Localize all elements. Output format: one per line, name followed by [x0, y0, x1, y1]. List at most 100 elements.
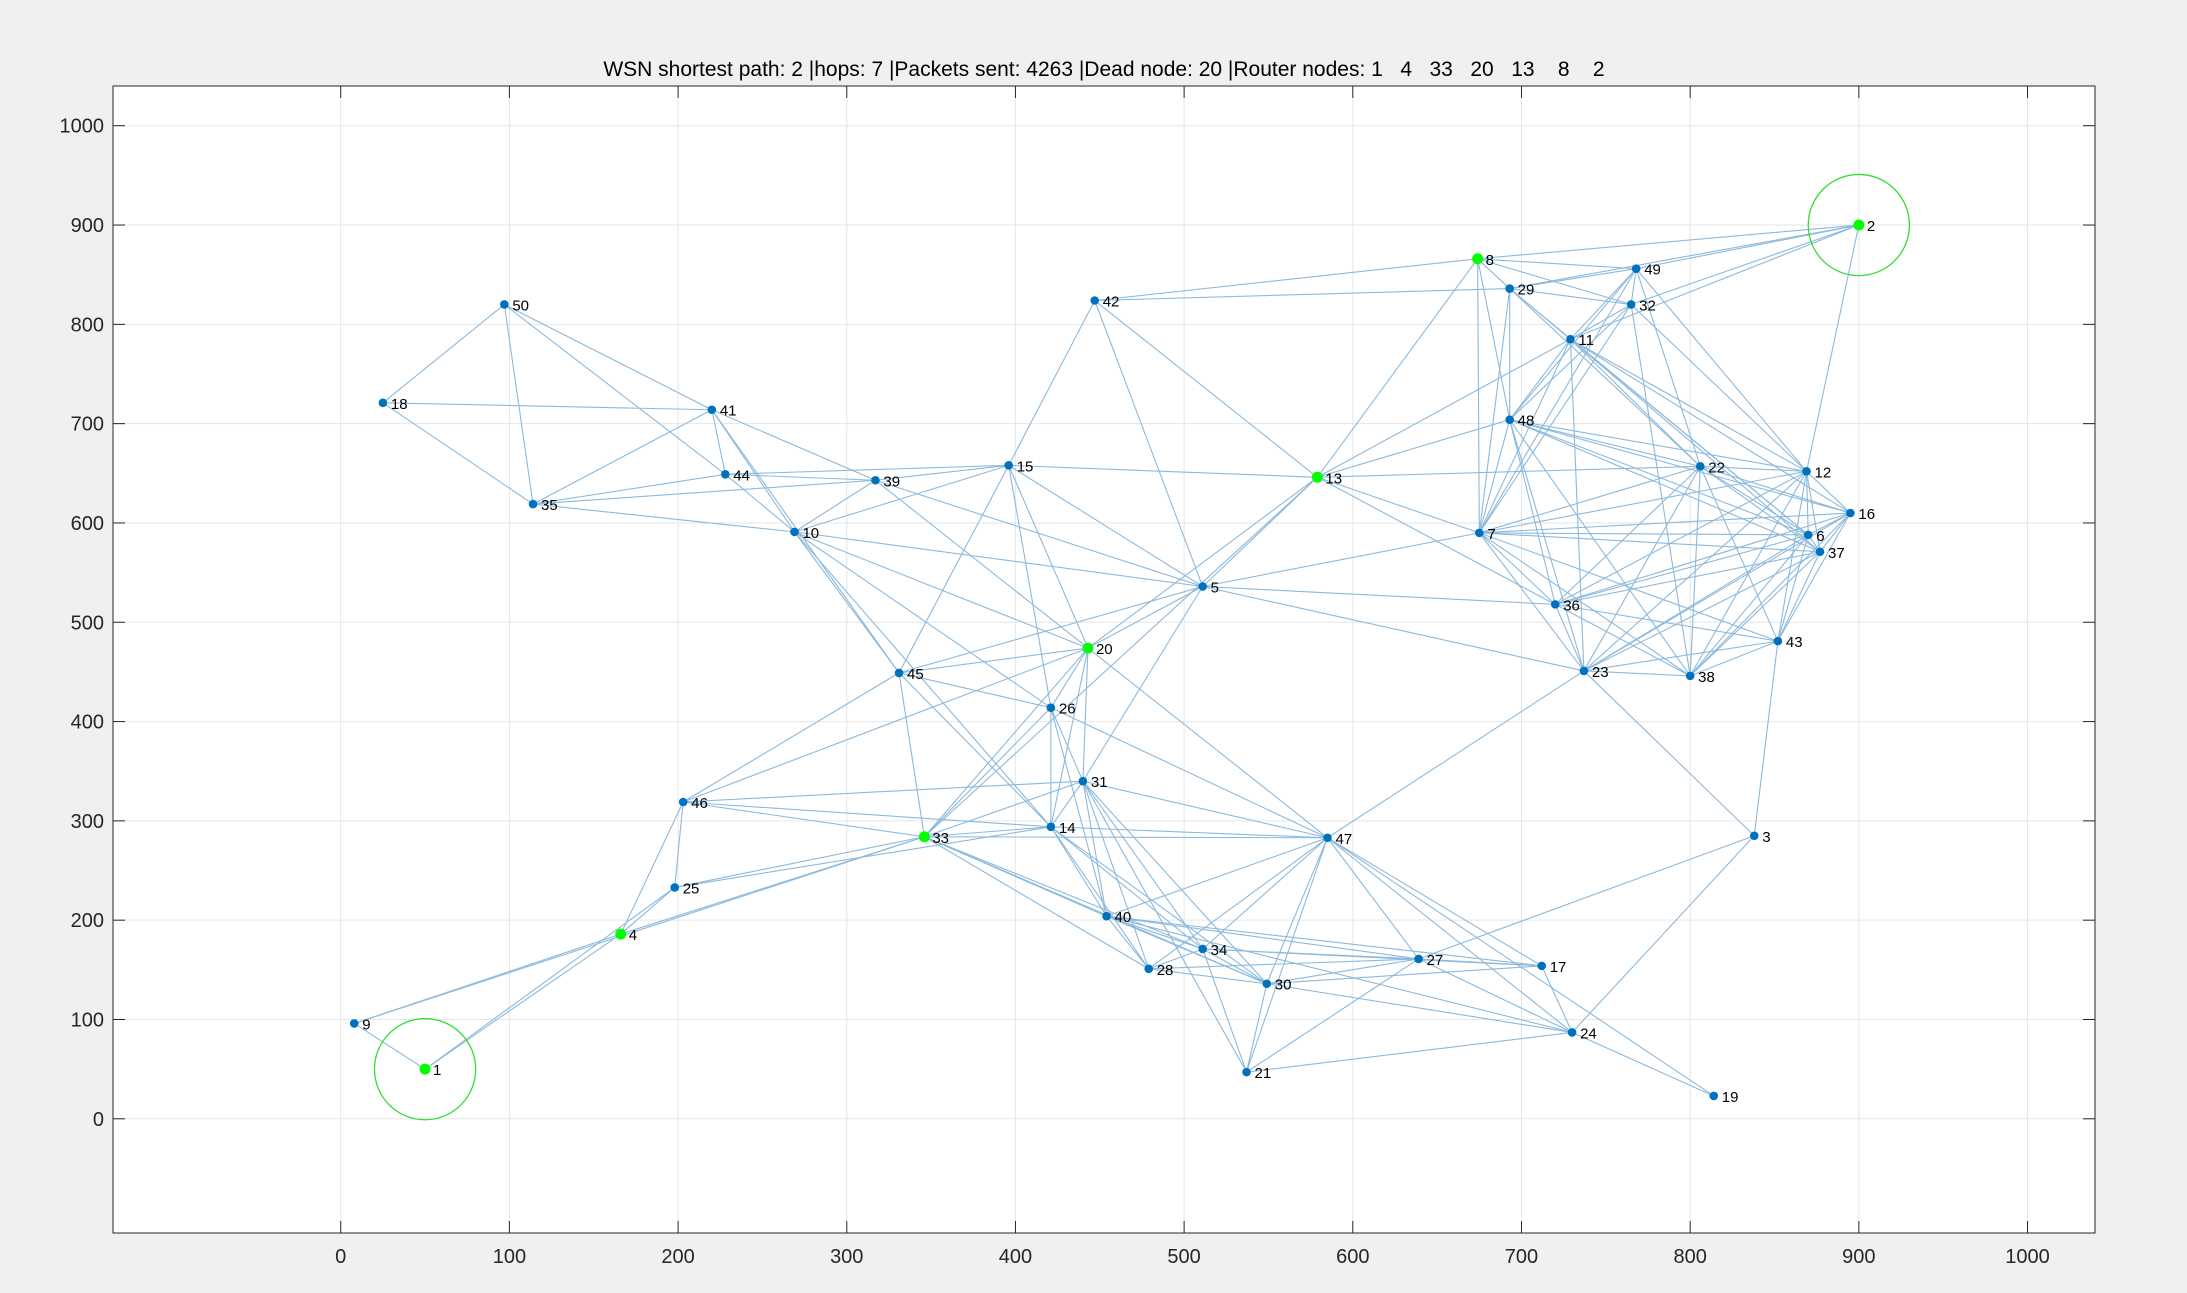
- link-14-34: [1050, 826, 1204, 950]
- node-10: [790, 527, 799, 537]
- node-19: [1709, 1091, 1719, 1101]
- node-21: [1242, 1067, 1251, 1077]
- link-12-6: [1806, 471, 1809, 535]
- link-22-16: [1700, 465, 1851, 514]
- y-tick-label: 600: [71, 513, 104, 535]
- link-12-43: [1777, 471, 1808, 642]
- node-6: [1803, 530, 1813, 540]
- link-4-46: [620, 801, 684, 935]
- router-node-20: [1082, 642, 1094, 654]
- node-label-7: 7: [1487, 526, 1495, 543]
- node-label-29: 29: [1518, 282, 1535, 299]
- link-11-6: [1570, 338, 1809, 536]
- node-9: [349, 1019, 359, 1028]
- link-14-45: [898, 672, 1052, 828]
- link-5-15: [1008, 464, 1203, 587]
- router-node-4: [615, 928, 627, 940]
- link-37-38: [1689, 551, 1821, 677]
- link-31-5: [1082, 586, 1204, 782]
- router-node-33: [918, 831, 930, 843]
- node-label-41: 41: [720, 403, 737, 420]
- link-14-20: [1050, 647, 1089, 827]
- link-20-13: [1087, 476, 1318, 649]
- link-41-44: [711, 409, 726, 475]
- node-label-28: 28: [1157, 962, 1174, 979]
- link-22-6: [1699, 465, 1809, 536]
- node-48: [1505, 415, 1514, 424]
- link-8-49: [1477, 258, 1637, 270]
- link-38-43: [1689, 640, 1779, 677]
- link-12-36: [1554, 470, 1807, 605]
- node-label-42: 42: [1103, 294, 1120, 311]
- link-40-27: [1106, 915, 1419, 960]
- link-31-21: [1082, 780, 1248, 1073]
- link-33-28: [924, 836, 1149, 970]
- link-5-10: [794, 531, 1203, 588]
- link-41-18: [382, 402, 712, 411]
- link-18-50: [382, 304, 505, 404]
- link-48-6: [1509, 419, 1809, 536]
- node-41: [707, 405, 717, 415]
- link-44-50: [504, 304, 726, 475]
- link-26-47: [1050, 707, 1328, 839]
- link-9-33: [354, 836, 925, 1024]
- link-5-13: [1202, 476, 1318, 587]
- link-20-45: [898, 647, 1089, 674]
- link-24-47: [1327, 837, 1573, 1033]
- link-27-17: [1418, 958, 1542, 967]
- link-46-33: [683, 801, 925, 838]
- link-14-30: [1050, 826, 1268, 985]
- link-22-23: [1583, 466, 1701, 672]
- link-47-19: [1327, 837, 1715, 1097]
- link-27-47: [1327, 837, 1420, 960]
- node-46: [678, 797, 688, 807]
- node-42: [1090, 296, 1100, 305]
- node-label-12: 12: [1815, 464, 1832, 481]
- link-6-43: [1777, 534, 1809, 642]
- node-label-8: 8: [1486, 252, 1494, 269]
- node-39: [871, 475, 880, 485]
- node-label-13: 13: [1325, 470, 1342, 487]
- node-label-24: 24: [1580, 1025, 1597, 1042]
- link-10-35: [532, 503, 795, 533]
- node-label-3: 3: [1762, 829, 1770, 846]
- link-15-44: [725, 464, 1009, 475]
- link-26-10: [794, 531, 1052, 709]
- node-label-15: 15: [1017, 458, 1034, 475]
- node-label-30: 30: [1275, 977, 1292, 994]
- y-tick-label: 0: [93, 1109, 104, 1131]
- node-34: [1198, 944, 1207, 954]
- link-7-6: [1479, 532, 1809, 536]
- link-36-43: [1555, 603, 1778, 642]
- link-39-15: [875, 464, 1009, 481]
- link-33-14: [924, 826, 1051, 838]
- node-label-9: 9: [362, 1016, 370, 1033]
- link-12-16: [1806, 470, 1851, 514]
- link-5-39: [875, 479, 1203, 588]
- node-label-31: 31: [1091, 774, 1108, 791]
- link-41-50: [504, 303, 713, 411]
- x-tick-label: 700: [1505, 1246, 1538, 1268]
- link-29-32: [1509, 288, 1632, 306]
- link-48-23: [1509, 419, 1585, 672]
- link-20-10: [794, 531, 1089, 649]
- x-tick-labels: 0 100 200 300 400 500 600 700 800 900 1000: [335, 1246, 2050, 1268]
- link-47-23: [1327, 670, 1585, 839]
- link-33-47: [924, 836, 1328, 839]
- link-30-21: [1245, 983, 1268, 1073]
- link-11-12: [1570, 338, 1807, 472]
- node-23: [1579, 666, 1589, 676]
- chart-title: WSN shortest path: 2 |hops: 7 |Packets s…: [603, 58, 1604, 81]
- link-28-30: [1148, 968, 1267, 985]
- node-label-1: 1: [433, 1062, 441, 1079]
- link-6-36: [1555, 534, 1809, 605]
- link-42-8: [1094, 258, 1478, 302]
- link-39-44: [725, 473, 876, 481]
- link-1-9: [353, 1022, 426, 1070]
- node-11: [1566, 334, 1575, 344]
- link-48-36: [1509, 419, 1556, 605]
- link-27-24: [1418, 958, 1573, 1033]
- link-3-23: [1583, 670, 1755, 837]
- link-32-11: [1570, 303, 1632, 340]
